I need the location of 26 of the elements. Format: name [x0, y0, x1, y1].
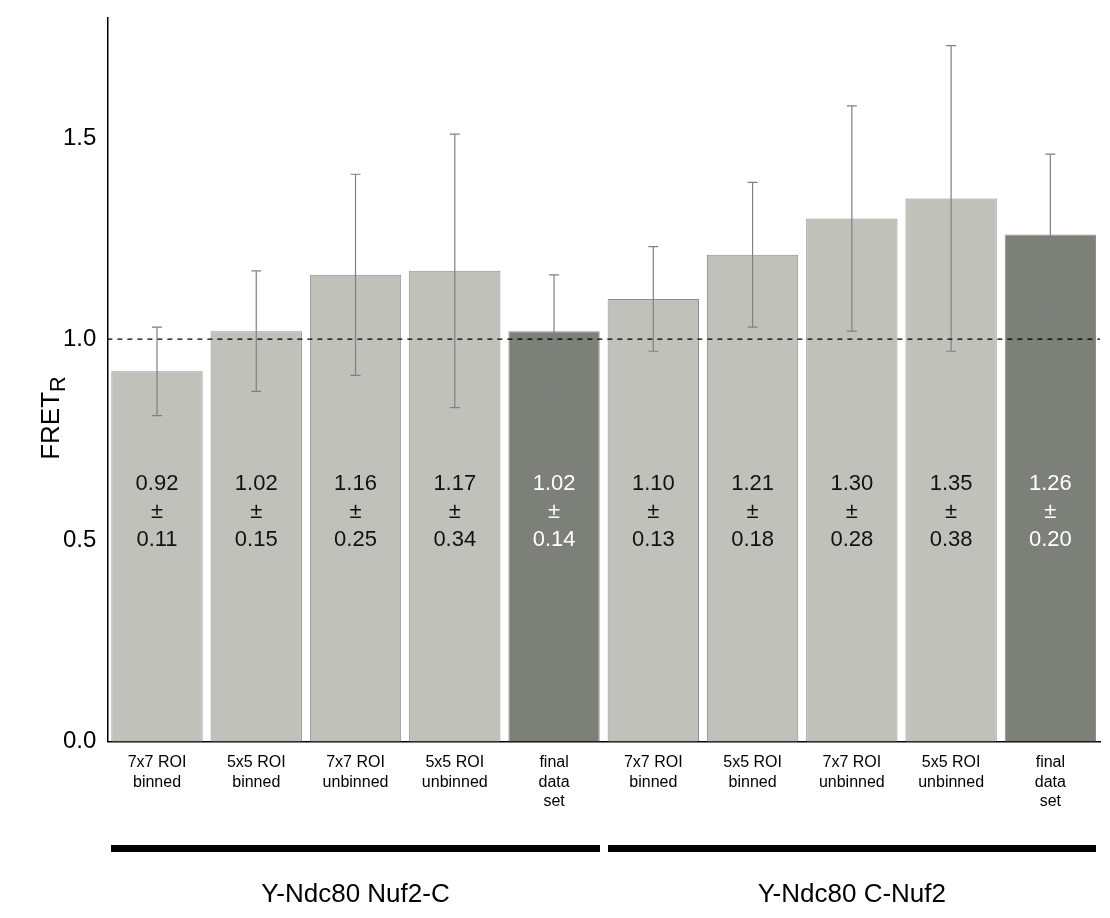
- x-tick-label: 7x7 ROI unbinned: [818, 753, 885, 790]
- y-tick-label: 0.5: [62, 524, 97, 552]
- data-label: 1.16 ± 0.25: [334, 470, 377, 552]
- x-tick-label: final data set: [538, 753, 570, 809]
- y-tick-label: 0.0: [62, 726, 97, 754]
- y-tick-label: 1.5: [62, 122, 97, 150]
- text: Y-Ndc80 C-Nuf2: [756, 878, 947, 909]
- x-tick-label: 5x5 ROI unbinned: [918, 753, 985, 790]
- data-label: 0.92 ± 0.11: [135, 470, 179, 552]
- data-label: 1.02 ± 0.14: [532, 470, 576, 552]
- data-label: 1.21 ± 0.18: [731, 470, 774, 552]
- x-tick-label: 5x5 ROI unbinned: [421, 753, 488, 790]
- data-label: 1.02 ± 0.15: [234, 470, 278, 552]
- data-label: 1.26 ± 0.20: [1028, 470, 1072, 552]
- text: Y-Ndc80 Nuf2-C: [260, 878, 451, 909]
- x-tick-label: 5x5 ROI binned: [226, 753, 286, 790]
- data-label: 1.35 ± 0.38: [929, 470, 973, 552]
- y-tick-label: 1.0: [62, 323, 97, 351]
- x-tick-label: 7x7 ROI unbinned: [322, 753, 389, 790]
- data-label: 1.10 ± 0.13: [631, 470, 675, 552]
- x-tick-label: 7x7 ROI binned: [127, 753, 187, 790]
- data-label: 1.30 ± 0.28: [830, 470, 874, 552]
- data-label: 1.17 ± 0.34: [433, 470, 477, 552]
- x-tick-label: 5x5 ROI binned: [723, 753, 782, 790]
- x-tick-label: 7x7 ROI binned: [623, 753, 683, 790]
- x-tick-label: final data set: [1034, 753, 1067, 809]
